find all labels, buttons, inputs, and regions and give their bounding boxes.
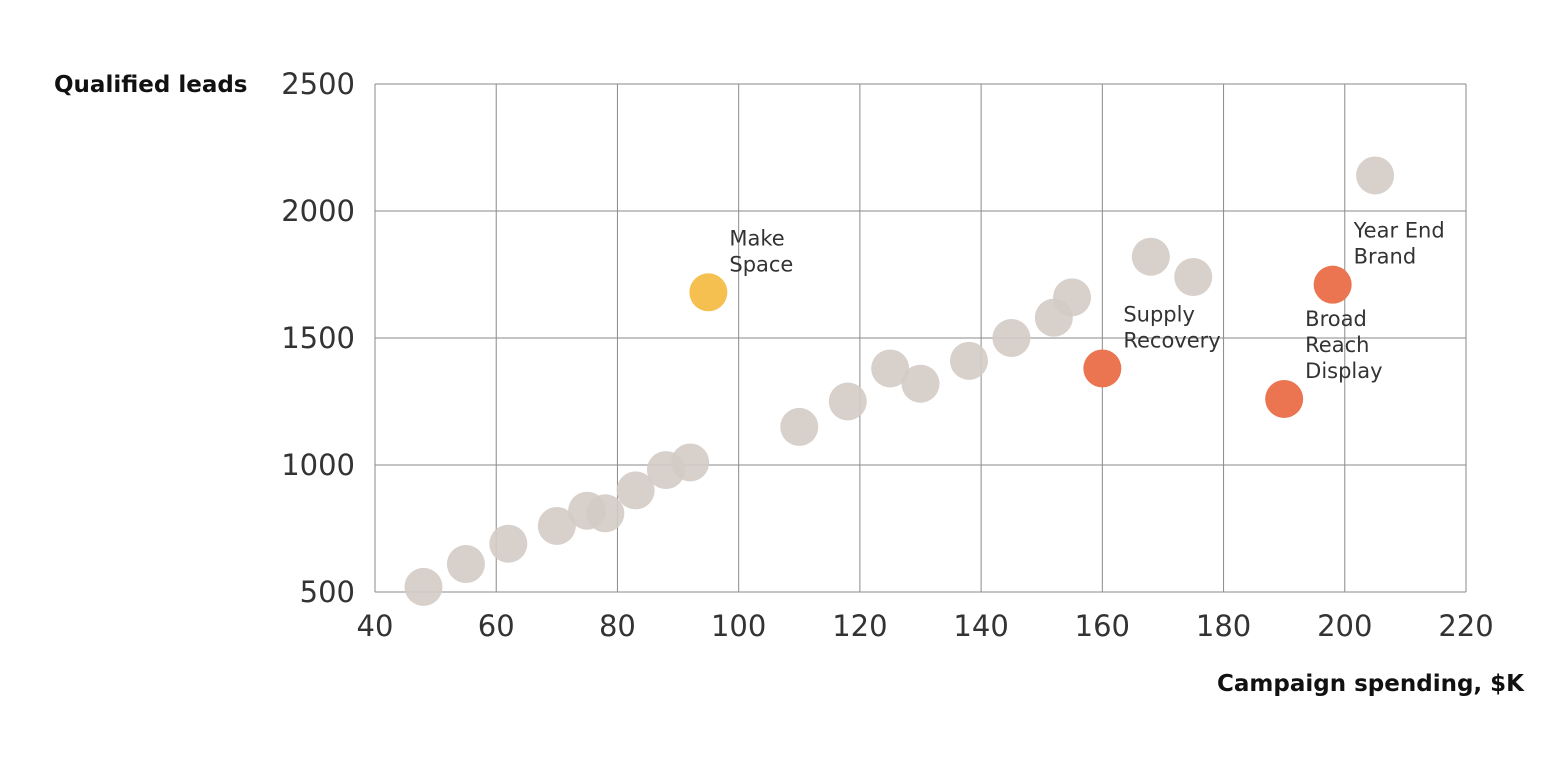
x-tick-label: 100 bbox=[711, 609, 766, 643]
y-tick-label: 2500 bbox=[281, 67, 355, 101]
point-label: Make Space bbox=[729, 226, 793, 276]
data-point bbox=[871, 349, 910, 388]
data-point bbox=[1174, 258, 1213, 297]
y-tick-label: 2000 bbox=[281, 194, 355, 228]
point-label: Year End Brand bbox=[1353, 219, 1445, 269]
highlighted-point bbox=[1265, 379, 1304, 418]
x-axis-title: Campaign spending, $K bbox=[1217, 671, 1525, 697]
x-tick-label: 60 bbox=[478, 609, 515, 643]
point-label-line: Supply bbox=[1123, 302, 1195, 326]
point-label-line: Recovery bbox=[1123, 328, 1220, 352]
x-tick-label: 160 bbox=[1075, 609, 1130, 643]
highlighted-point bbox=[1313, 265, 1352, 304]
data-point bbox=[1053, 278, 1092, 317]
point-label-line: Display bbox=[1305, 359, 1382, 383]
x-tick-label: 140 bbox=[953, 609, 1008, 643]
y-axis-title: Qualified leads bbox=[54, 72, 248, 98]
data-points bbox=[404, 156, 1395, 606]
data-point bbox=[1131, 237, 1170, 276]
data-point bbox=[1356, 156, 1395, 195]
data-point bbox=[780, 407, 819, 446]
point-label-line: Brand bbox=[1354, 245, 1417, 269]
data-point bbox=[828, 382, 867, 421]
data-point bbox=[616, 471, 655, 510]
data-point bbox=[949, 341, 988, 380]
point-label-line: Reach bbox=[1305, 333, 1369, 357]
point-annotations: Make Space Supply Recovery Broad Reach Display… bbox=[729, 219, 1444, 383]
highlighted-point bbox=[1083, 349, 1122, 388]
data-point bbox=[446, 545, 485, 584]
point-label-line: Make bbox=[729, 226, 784, 250]
x-tick-label: 40 bbox=[357, 609, 394, 643]
data-point bbox=[992, 319, 1031, 357]
x-tick-label: 220 bbox=[1438, 609, 1493, 643]
data-point bbox=[404, 567, 443, 606]
point-label: Broad Reach Display bbox=[1305, 307, 1382, 383]
data-point bbox=[671, 443, 710, 482]
point-label-line: Broad bbox=[1305, 307, 1367, 331]
tick-labels: 40 60 80 100 120 140 160 180 200 220 500 1000 1500 20… bbox=[281, 67, 1493, 643]
grid bbox=[374, 83, 1467, 593]
y-tick-label: 1500 bbox=[281, 321, 355, 355]
x-tick-label: 120 bbox=[832, 609, 887, 643]
point-label-line: Space bbox=[729, 252, 793, 276]
point-label: Supply Recovery bbox=[1123, 302, 1220, 352]
x-tick-label: 80 bbox=[599, 609, 636, 643]
x-tick-label: 180 bbox=[1196, 609, 1251, 643]
data-point bbox=[901, 364, 940, 403]
y-tick-label: 1000 bbox=[281, 448, 355, 482]
data-point bbox=[489, 524, 528, 563]
y-tick-label: 500 bbox=[300, 575, 355, 609]
highlighted-point bbox=[689, 273, 728, 312]
x-tick-label: 200 bbox=[1317, 609, 1372, 643]
point-label-line: Year End bbox=[1353, 219, 1445, 243]
data-point bbox=[586, 494, 625, 533]
data-point bbox=[537, 506, 576, 545]
